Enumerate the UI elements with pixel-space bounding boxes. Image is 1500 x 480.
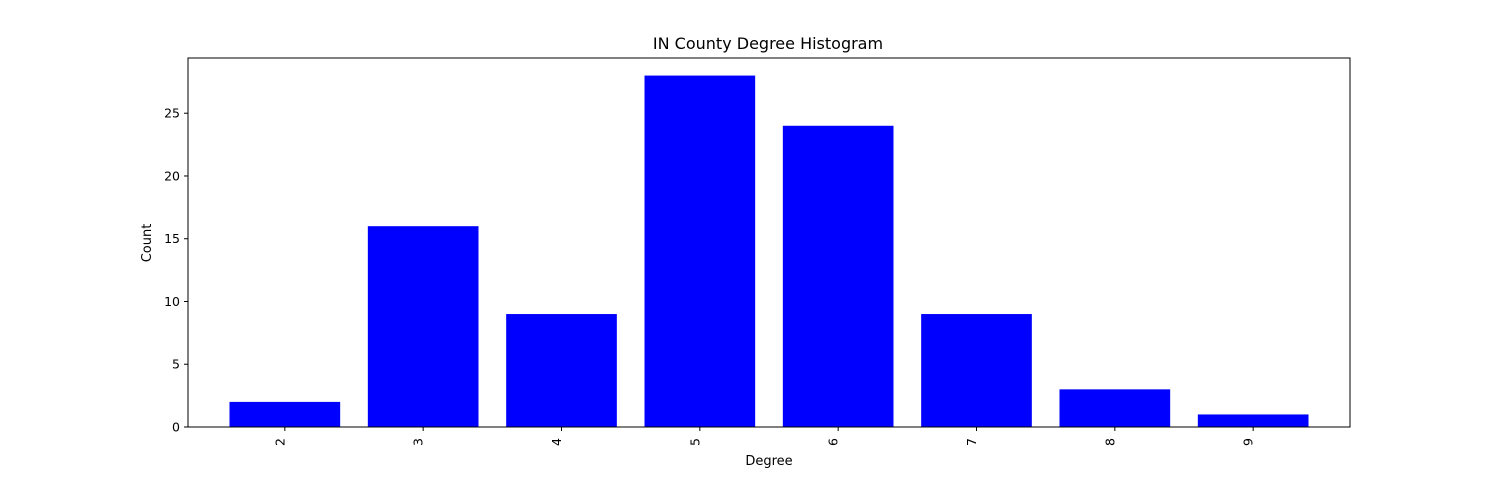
x-axis-label: Degree	[745, 454, 792, 469]
plot-frame	[187, 57, 1351, 428]
bar-9	[1197, 414, 1309, 427]
bar-6	[782, 125, 894, 427]
chart-title: IN County Degree Histogram	[653, 34, 883, 53]
x-tick-label: 6	[826, 438, 841, 446]
bar-8	[1059, 389, 1171, 427]
bar-3	[367, 226, 479, 427]
y-tick-label: 0	[172, 420, 180, 435]
bar-4	[506, 314, 617, 427]
x-tick-label: 4	[549, 438, 564, 446]
y-tick-label: 10	[164, 294, 180, 309]
x-tick-label: 3	[411, 438, 426, 446]
x-tick-label: 5	[687, 438, 702, 446]
x-tick-label: 7	[964, 438, 979, 446]
bar-5	[644, 75, 756, 428]
bar-2	[229, 401, 341, 427]
x-tick-label: 2	[272, 438, 287, 446]
y-tick-label: 5	[172, 357, 180, 372]
y-tick-label: 15	[164, 231, 180, 246]
plot-area: 2 3 4 5 6 7 8 9 0 5 10 15 20 25	[164, 75, 1309, 446]
y-tick-label: 25	[164, 106, 180, 121]
x-tick-label: 9	[1241, 438, 1256, 446]
y-tick-label: 20	[164, 168, 180, 183]
y-axis-label: Count	[140, 224, 155, 263]
x-tick-label: 8	[1102, 438, 1117, 446]
bar-7	[921, 314, 1032, 427]
